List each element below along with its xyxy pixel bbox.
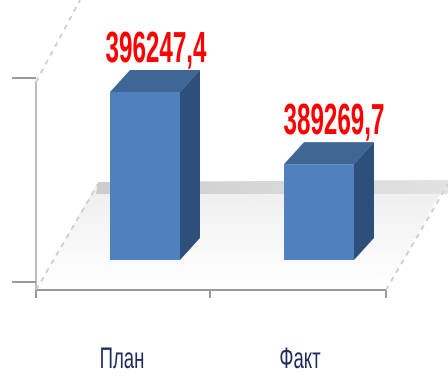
bar-side-face: [180, 70, 200, 260]
left-wall-upper-edge: [35, 0, 81, 83]
data-label-1: 396247,4: [106, 22, 207, 72]
bar-front-face: [284, 164, 354, 260]
bar-top-face: [110, 70, 200, 92]
bar-side-face: [354, 142, 374, 260]
bar-2: [284, 142, 374, 260]
plot-frame: [12, 0, 448, 298]
category-label-2: Факт: [279, 342, 320, 376]
bar-front-face: [110, 92, 180, 260]
bar-top-face: [284, 142, 374, 165]
labels-group: 396247,4 План 389269,7 Факт: [100, 22, 385, 375]
data-label-2: 389269,7: [284, 94, 385, 144]
bar-1: [110, 70, 200, 260]
floor-right-edge: [385, 183, 448, 291]
floor-plane: [36, 180, 448, 290]
bars-group: [110, 70, 374, 260]
floor-left-edge: [35, 183, 99, 291]
category-label-1: План: [100, 342, 145, 376]
